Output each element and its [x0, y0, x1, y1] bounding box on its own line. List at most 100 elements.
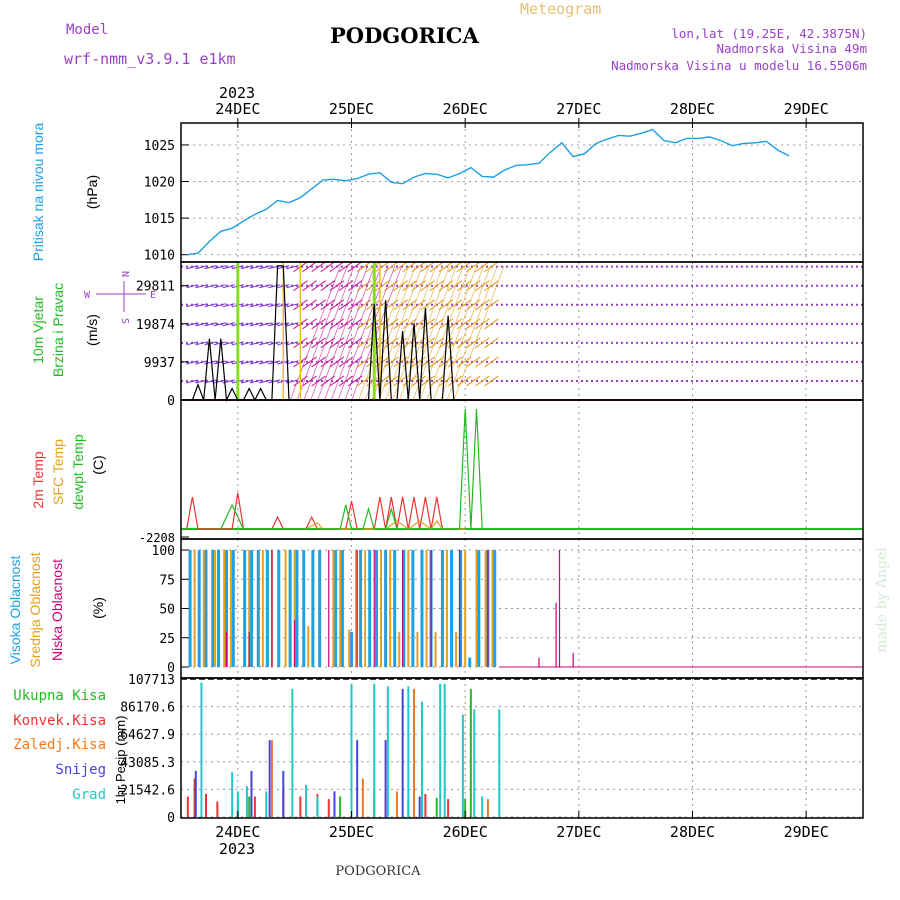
wind-arrow [311, 356, 326, 368]
wind-streak [392, 265, 444, 401]
wind-arrow [186, 341, 199, 346]
wind-arrow [268, 379, 281, 384]
cloud-high-bar [217, 550, 221, 667]
cloud-mid-bar [484, 550, 487, 667]
wind-arrow [204, 341, 217, 346]
wind-arrow [393, 375, 408, 387]
precip-total-bar [339, 796, 342, 817]
legend-frz: Zaledj.Kisa [13, 737, 106, 753]
cloud-high-bar [277, 550, 281, 667]
graupel-bar [350, 683, 353, 817]
wind-arrow [429, 318, 445, 330]
wind-arrow [286, 265, 299, 270]
wind-arrow [311, 299, 326, 311]
wind-arrow [429, 261, 445, 273]
cloud-mid-bar [398, 631, 401, 667]
wind-arrow [320, 318, 336, 330]
pressure-tick-label: 1020 [144, 176, 175, 191]
wind-arrow [258, 379, 272, 384]
wind-streak [446, 265, 498, 401]
cloud-low-bar [373, 550, 375, 667]
cloud-mid-bar [261, 550, 264, 667]
plot-layer: 1010 1015 1020 1025 24DEC 25DEC 26DEC 27DEC 28DE… [120, 100, 864, 841]
wind-arrow [465, 356, 481, 368]
cloud-low-bar [458, 550, 461, 667]
wind-arrow [195, 341, 208, 346]
wind-arrow [375, 261, 390, 273]
wind-arrow [420, 280, 436, 292]
wind-ylabel-1: 10m Vjetar [30, 296, 46, 364]
precip-conv-bar [447, 799, 450, 817]
cloud-tick-label: 100 [152, 544, 175, 559]
cloud-high-bar [302, 550, 306, 667]
wind-arrow [258, 360, 272, 365]
wind-streak [310, 265, 362, 401]
wind-arrow [249, 322, 263, 327]
legend-conv: Konvek.Kisa [13, 713, 106, 729]
coords-text: lon,lat (19.25E, 42.3875N) [671, 26, 867, 41]
cloud-mid-bar [464, 550, 467, 667]
cloud-mid-bar [389, 550, 392, 667]
cloud-low-bar [225, 631, 228, 667]
cloud-high-bar [350, 631, 353, 667]
wind-arrow [249, 265, 263, 270]
wind-arrow [320, 280, 336, 292]
wind-arrow [195, 322, 208, 327]
wind-arrow [429, 280, 445, 292]
cloud-tick-label: 75 [159, 573, 175, 588]
wind-arrow [204, 379, 217, 384]
precip-conv-bar [327, 799, 330, 817]
wind-arrow [329, 337, 345, 349]
wind-arrow [240, 341, 254, 346]
wind-arrow [302, 280, 317, 292]
wind-arrow [456, 280, 472, 292]
elevation-text: Nadmorska Visina 49m [716, 41, 867, 56]
top-x-tick-label: 26DEC [443, 100, 488, 118]
cloud-high-bar [340, 550, 344, 667]
legend-snow: Snijeg [55, 762, 106, 778]
cloud-high-bar [420, 550, 424, 667]
precip-conv-bar [253, 796, 256, 817]
city-title: PODGORICA [330, 23, 480, 48]
precip-frz-bar [361, 778, 364, 817]
wind-arrow [268, 303, 281, 308]
wind-arrow [465, 337, 481, 349]
cloud-ylabel-3: Niska Oblacnost [49, 559, 65, 661]
wind-arrow [384, 299, 399, 311]
precip-tick-label: 21542.6 [120, 783, 175, 798]
wind-arrow [240, 379, 254, 384]
wind-arrow [429, 356, 445, 368]
wind-arrow [240, 284, 254, 289]
cloud-mid-bar [248, 550, 251, 667]
panel-frame [180, 677, 864, 819]
wind-streak [378, 265, 430, 401]
wind-streak [426, 265, 478, 401]
snow-bar [418, 796, 421, 817]
wind-arrow [384, 375, 399, 387]
wind-arrow [456, 356, 472, 368]
wind-arrow [222, 322, 235, 327]
compass-n: N [119, 271, 130, 277]
graupel-bar [316, 796, 319, 817]
pressure-ylabel: Pritisak na nivou mora [30, 123, 46, 262]
cloud-high-bar [468, 657, 472, 667]
wind-arrow [213, 360, 226, 365]
wind-arrow [456, 261, 472, 273]
cloud-mid-bar [380, 550, 383, 667]
graupel-bar [498, 709, 501, 817]
precip-frz-bar [486, 799, 489, 817]
panel-frame [180, 399, 864, 540]
cloud-high-bar [197, 550, 201, 667]
wind-arrow [484, 337, 499, 349]
wind-arrow [213, 322, 226, 327]
cloud-low-bar [558, 550, 561, 667]
precip-tick-label: 43085.3 [120, 756, 175, 771]
cloud-low-bar [328, 550, 330, 667]
cloud-high-bar [384, 550, 388, 667]
wind-arrow [258, 341, 272, 346]
wind-arrow [475, 280, 490, 292]
cloud-low-bar [248, 631, 250, 667]
cloud-high-bar [368, 550, 372, 667]
cloud-low-bar [572, 652, 574, 667]
wind-arrow [447, 375, 463, 387]
